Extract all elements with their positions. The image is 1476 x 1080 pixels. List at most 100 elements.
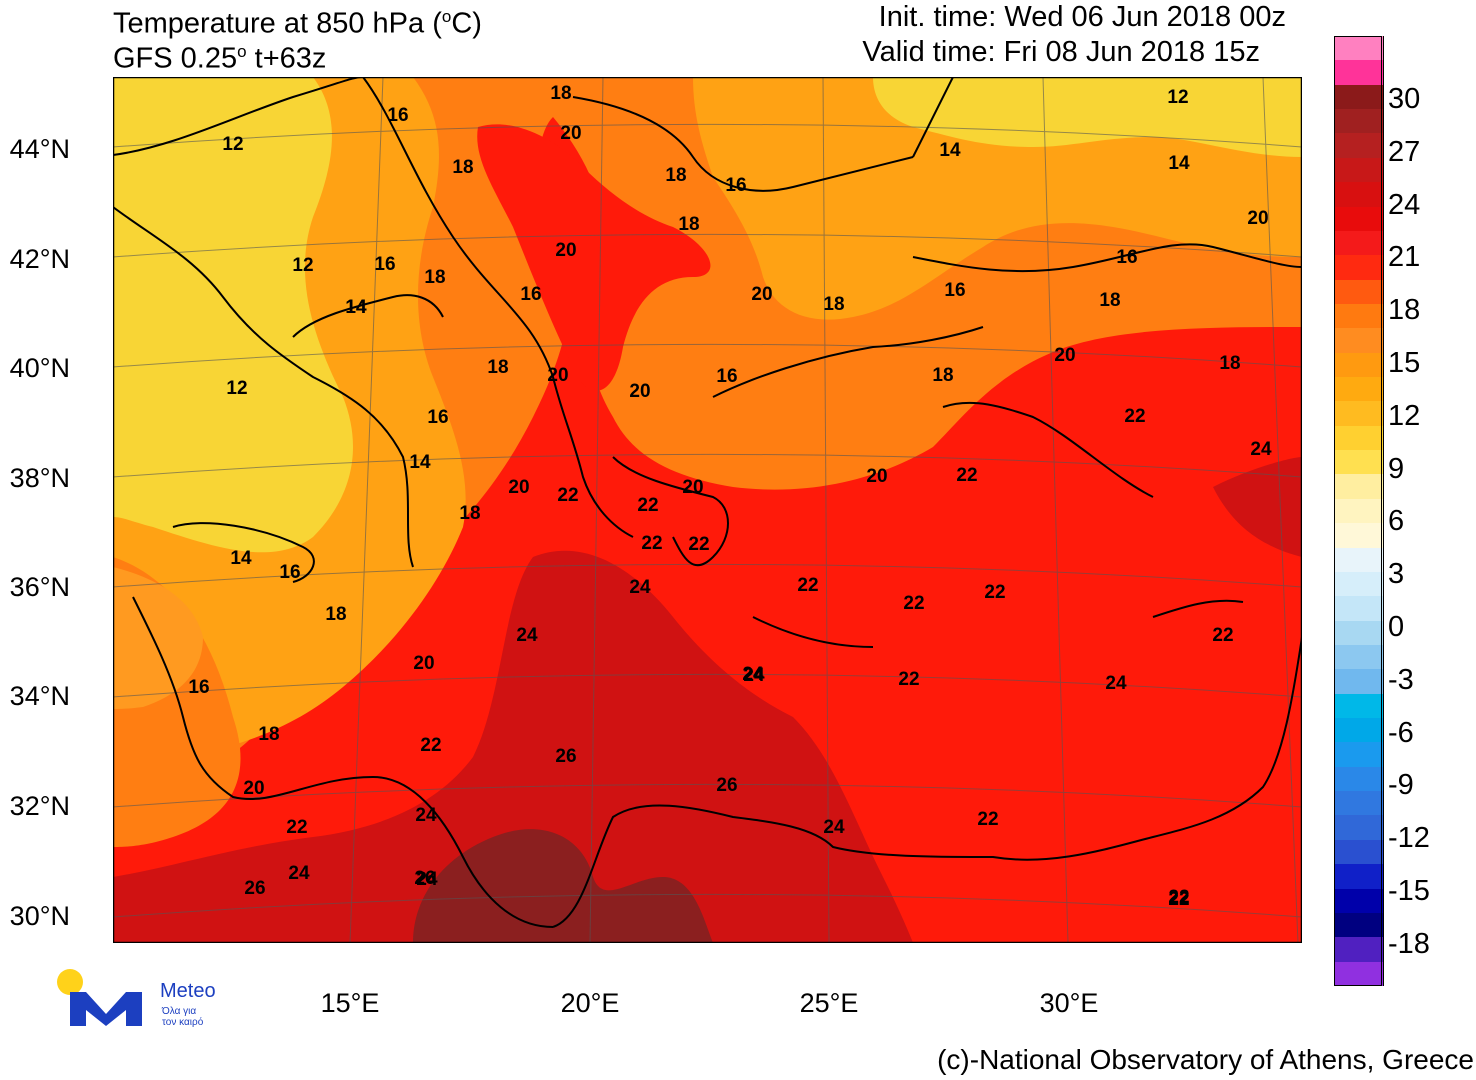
contour-label: 16 xyxy=(716,366,737,387)
contour-label: 26 xyxy=(244,878,265,899)
contour-label: 20 xyxy=(682,477,703,498)
contour-label: 12 xyxy=(1167,87,1188,108)
contour-label: 22 xyxy=(637,495,658,516)
colorbar-label: 21 xyxy=(1388,241,1421,274)
contour-label: 22 xyxy=(903,593,924,614)
colorbar-swatch xyxy=(1334,352,1384,378)
colorbar-swatch xyxy=(1334,961,1384,987)
contour-label: 22 xyxy=(956,465,977,486)
contour-label: 14 xyxy=(230,548,252,569)
colorbar-label: 18 xyxy=(1388,294,1421,327)
valid-time: Valid time: Fri 08 Jun 2018 15z xyxy=(862,36,1260,68)
contour-label: 22 xyxy=(1168,889,1189,910)
model-step: t+63z xyxy=(246,42,327,75)
contour-label: 12 xyxy=(292,255,313,276)
contour-label: 22 xyxy=(977,809,998,830)
colorbar-swatch xyxy=(1334,450,1384,475)
contour-label: 20 xyxy=(751,284,772,305)
colorbar-swatch xyxy=(1334,547,1384,573)
contour-label: 24 xyxy=(288,863,310,884)
colorbar-label: 27 xyxy=(1388,135,1421,168)
contour-label: 16 xyxy=(944,280,965,301)
colorbar-label: 24 xyxy=(1388,188,1421,221)
contour-label: 12 xyxy=(222,134,243,155)
colorbar-swatch xyxy=(1334,596,1384,622)
contour-label: 22 xyxy=(797,575,818,596)
colorbar-label: 9 xyxy=(1388,452,1405,485)
model-name: GFS 0.25 xyxy=(113,42,238,75)
lat-label-42: 42°N xyxy=(9,244,70,274)
contour-label: 18 xyxy=(550,83,571,104)
contour-label: 16 xyxy=(1116,247,1137,268)
title-unit: C) xyxy=(451,7,482,40)
contour-label: 22 xyxy=(898,669,919,690)
colorbar-swatch xyxy=(1334,182,1384,207)
colorbar-swatch xyxy=(1334,425,1384,451)
model-info: GFS 0.25o t+63z xyxy=(113,35,326,76)
contour-label: 24 xyxy=(516,625,538,646)
colorbar-swatch xyxy=(1334,839,1384,865)
contour-label: 16 xyxy=(520,284,541,305)
colorbar-label: -18 xyxy=(1388,927,1430,960)
contour-label: 16 xyxy=(387,105,408,126)
contour-label: 18 xyxy=(325,604,346,625)
colorbar-label: 30 xyxy=(1388,83,1421,115)
init-time: Init. time: Wed 06 Jun 2018 00z xyxy=(878,1,1286,33)
contour-label: 22 xyxy=(641,533,662,554)
colorbar-swatch xyxy=(1334,864,1384,890)
title-main: Temperature at 850 hPa ( xyxy=(113,7,442,40)
colorbar-label: -3 xyxy=(1388,663,1414,696)
colorbar-frame xyxy=(1334,36,1382,986)
band-15-18-east xyxy=(693,77,1302,320)
contour-label: 22 xyxy=(420,735,441,756)
colorbar-swatch xyxy=(1334,718,1384,743)
colorbar-label: 6 xyxy=(1388,505,1405,538)
contour-label: 20 xyxy=(413,653,434,674)
coastlines xyxy=(113,77,1302,928)
meteo-logo: Meteo Όλα για τον καιρό xyxy=(56,966,236,1032)
contour-label: 18 xyxy=(459,503,480,524)
band-albania-warm xyxy=(477,124,711,391)
contour-label: 20 xyxy=(243,778,264,799)
contour-label: 14 xyxy=(409,452,431,473)
colorbar-label: -6 xyxy=(1388,716,1414,749)
contour-label: 20 xyxy=(1054,345,1075,366)
contour-label: 20 xyxy=(629,381,650,402)
contour-label: 18 xyxy=(678,214,699,235)
colorbar-swatch xyxy=(1334,206,1384,232)
colorbar-swatch xyxy=(1334,815,1384,841)
lat-label-40: 40°N xyxy=(9,353,70,383)
contour-label: 18 xyxy=(823,294,844,315)
logo-name: Meteo xyxy=(160,980,216,1002)
contour-label: 18 xyxy=(665,165,686,186)
lat-label-30: 30°N xyxy=(9,901,70,931)
contour-label: 24 xyxy=(416,869,438,890)
contour-label: 18 xyxy=(932,365,953,386)
lon-label-30: 30°E xyxy=(1039,988,1099,1018)
lon-label-25: 25°E xyxy=(799,988,859,1018)
lon-label-20: 20°E xyxy=(560,988,620,1018)
colorbar-label: -9 xyxy=(1388,769,1414,802)
contour-label: 18 xyxy=(452,157,473,178)
contour-label: 16 xyxy=(427,407,448,428)
colorbar-swatch xyxy=(1334,84,1384,110)
contour-label: 26 xyxy=(555,746,576,767)
contour-label: 22 xyxy=(688,534,709,555)
contour-label: 18 xyxy=(424,267,445,288)
title-degree: o xyxy=(441,7,452,26)
colorbar-swatch xyxy=(1334,523,1384,549)
contour-label: 26 xyxy=(414,868,435,889)
contour-label: 20 xyxy=(1247,208,1268,229)
colorbar-swatch xyxy=(1334,109,1384,134)
contour-label: 26 xyxy=(716,775,737,796)
lat-label-34: 34°N xyxy=(9,681,70,711)
sun-icon xyxy=(57,969,83,995)
map-canvas: 18 20 12 16 12 14 18 18 16 16 14 14 20 18 20 12 16 18 14 16… xyxy=(113,77,1302,943)
model-degree: o xyxy=(237,42,247,61)
colorbar-swatch xyxy=(1334,766,1384,792)
contour-label: 18 xyxy=(487,357,508,378)
colorbar-swatch xyxy=(1334,498,1384,524)
lat-label-36: 36°N xyxy=(9,572,70,602)
logo-tagline-2: τον καιρό xyxy=(162,1017,204,1028)
contour-label: 22 xyxy=(557,485,578,506)
